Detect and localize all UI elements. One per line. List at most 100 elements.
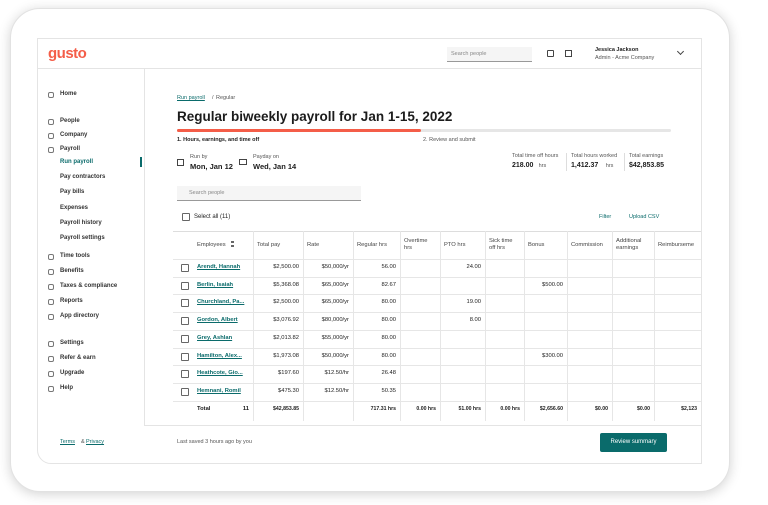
nav-icon (48, 314, 54, 320)
select-all-box[interactable] (182, 213, 190, 221)
total-cell: 0.00 hrs (416, 405, 436, 412)
nav-icon (48, 299, 54, 305)
user-org: Admin - Acme Company (595, 55, 655, 61)
stat-value: 218.00 (512, 162, 534, 169)
column-header: Additional earnings (616, 238, 642, 251)
privacy-link[interactable]: Privacy (86, 439, 105, 445)
joiner: & (81, 439, 85, 445)
nav-subitem[interactable]: Pay bills (60, 189, 85, 196)
row-checkbox[interactable] (181, 299, 189, 308)
nav-item[interactable]: Taxes & compliance (60, 283, 118, 289)
column-divider (353, 231, 354, 421)
row-checkbox[interactable] (181, 317, 189, 326)
stat-label: Total hours worked (571, 153, 618, 159)
table-cell: 80.00 (381, 317, 396, 324)
row-checkbox[interactable] (181, 334, 189, 343)
total-cell: $2,656.60 (539, 405, 563, 412)
row-border (173, 329, 701, 331)
nav-item[interactable]: Company (60, 132, 88, 138)
nav-subitem[interactable]: Pay contractors (60, 174, 106, 181)
column-divider (253, 231, 254, 421)
app-window: gusto Search people Jessica Jackson Admin -… (37, 38, 702, 464)
row-checkbox[interactable] (181, 281, 189, 290)
stat-label: Total time off hours (512, 153, 559, 159)
nav-subitem[interactable]: Expenses (60, 204, 89, 211)
table-cell: 80.00 (381, 299, 396, 306)
table-cell: $197.60 (278, 370, 299, 377)
row-border (173, 382, 701, 384)
run-by-label: Run by (190, 154, 208, 160)
table-cell: $2,500.00 (273, 299, 299, 306)
nav-item[interactable]: Reports (60, 298, 83, 304)
employee-link[interactable]: Arendt, Hannah (197, 264, 241, 270)
nav-subitem[interactable]: Payroll settings (60, 235, 105, 241)
chevron[interactable] (676, 47, 685, 56)
employee-link[interactable]: Heathcote, Gio... (197, 370, 243, 377)
nav-item[interactable]: Payroll (60, 146, 81, 152)
table-cell: $1,973.08 (273, 352, 299, 359)
employee-link[interactable]: Hamilton, Alex... (197, 352, 242, 359)
gift-icon[interactable] (565, 50, 572, 57)
nav-item[interactable]: Home (60, 91, 77, 97)
search-box[interactable] (447, 47, 532, 62)
header-border (38, 68, 701, 69)
breadcrumb-sep: / (212, 95, 214, 101)
nav-item[interactable]: People (60, 118, 80, 124)
active-bar (140, 157, 142, 167)
nav-item[interactable]: Help (60, 385, 74, 391)
employee-link[interactable]: Grey, Ashlan (197, 334, 233, 341)
nav-item[interactable]: Benefits (60, 268, 84, 274)
employee-link[interactable]: Gordon, Albert (197, 317, 238, 324)
nav-item[interactable]: Settings (60, 340, 84, 346)
stat-value: $42,853.85 (629, 162, 665, 169)
table-cell: 56.00 (381, 264, 396, 270)
select-all[interactable]: Select all (11) (194, 214, 231, 220)
row-checkbox[interactable] (181, 264, 189, 272)
row-border (173, 400, 701, 402)
table-cell: 80.00 (381, 352, 396, 359)
row-border (173, 276, 701, 278)
user-name: Jessica Jackson (595, 47, 639, 53)
column-divider (485, 231, 486, 421)
nav-subitem[interactable]: Run payroll (60, 159, 94, 165)
payday-icon (239, 159, 247, 165)
table-search[interactable] (177, 186, 361, 201)
step-1: 1. Hours, earnings, and time off (177, 137, 260, 143)
column-header: Reimburseme (658, 241, 695, 248)
filter[interactable]: Filter (599, 214, 612, 220)
terms-link[interactable]: Terms (60, 439, 75, 445)
employee-link[interactable]: Hemnani, Romil (197, 387, 241, 394)
review-button[interactable]: Review summary (600, 433, 667, 452)
row-border (173, 259, 701, 260)
upload[interactable]: Upload CSV (629, 214, 660, 220)
table-cell: $65,000/yr (321, 299, 349, 306)
nav-icon (48, 386, 54, 392)
employee-link[interactable]: Churchland, Pa... (197, 299, 245, 306)
nav-item[interactable]: Refer & earn (60, 355, 96, 361)
stat-divider (566, 153, 567, 171)
column-header[interactable]: Employees (197, 241, 226, 248)
table-cell: 80.00 (381, 334, 396, 341)
sidebar-border (144, 69, 145, 425)
calendar-icon[interactable] (547, 50, 554, 57)
stat-unit: hrs (605, 163, 614, 169)
table-cell: $12.50/hr (324, 387, 350, 394)
nav-item[interactable]: App directory (60, 313, 100, 319)
row-checkbox[interactable] (181, 370, 189, 379)
row-checkbox[interactable] (181, 352, 189, 361)
row-checkbox[interactable] (181, 387, 189, 396)
column-divider (612, 231, 613, 421)
table-top (173, 231, 701, 232)
nav-item[interactable]: Time tools (60, 253, 90, 259)
nav-item[interactable]: Upgrade (60, 370, 85, 376)
nav-icon (48, 147, 54, 153)
breadcrumb-link[interactable]: Run payroll (177, 95, 205, 101)
stat-unit: hrs (538, 163, 547, 169)
row-border (173, 347, 701, 349)
row-border (173, 365, 701, 367)
logo: gusto (48, 45, 87, 62)
search-placeholder: Search people (451, 51, 487, 57)
nav-subitem[interactable]: Payroll history (60, 219, 102, 226)
employee-link[interactable]: Berlin, Isaiah (197, 281, 234, 288)
